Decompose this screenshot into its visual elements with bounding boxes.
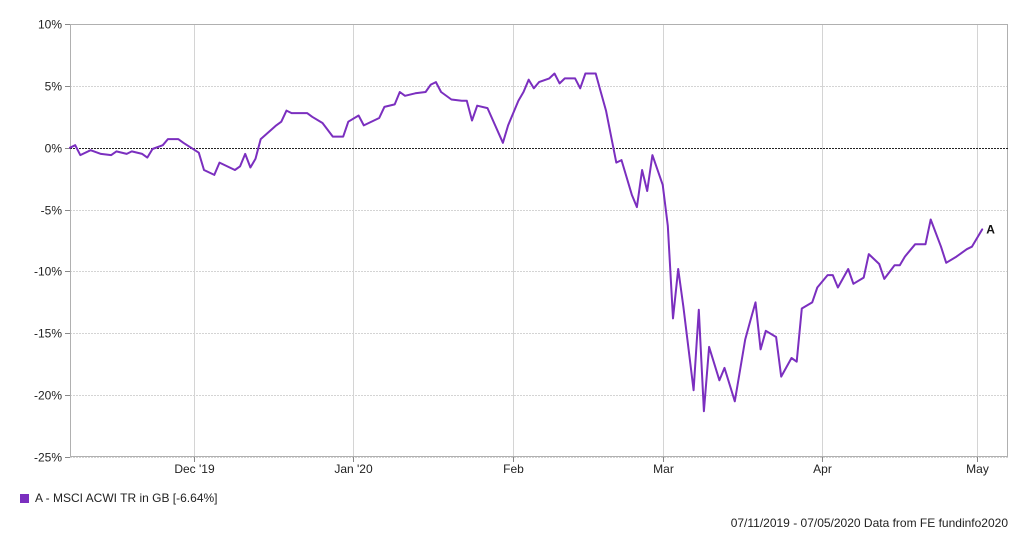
- x-tick-label: Feb: [503, 462, 524, 476]
- y-tick-label: -20%: [34, 389, 62, 403]
- y-tick-label: -15%: [34, 327, 62, 341]
- x-tick-label: Apr: [813, 462, 832, 476]
- series-end-label: A: [986, 222, 995, 236]
- legend-swatch: [20, 493, 29, 503]
- y-tick-label: -10%: [34, 265, 62, 279]
- y-tick-label: 0%: [45, 142, 63, 156]
- x-tick-label: Dec '19: [174, 462, 215, 476]
- axes: [65, 24, 1008, 462]
- tick-labels: 10% 5% 0% -5% -10% -15% -20% -25% Dec '19 Jan '20…: [34, 18, 995, 477]
- plot-frame: [70, 24, 1008, 457]
- y-tick-label: 5%: [45, 80, 63, 94]
- series-line: [69, 72, 984, 413]
- x-tick-label: Mar: [653, 462, 674, 476]
- series-layer: [69, 72, 984, 413]
- x-tick-label: Jan '20: [334, 462, 373, 476]
- y-tick-label: -5%: [41, 204, 63, 218]
- footer-source: 07/11/2019 - 07/05/2020 Data from FE fun…: [730, 516, 1008, 530]
- y-tick-label: 10%: [38, 18, 62, 32]
- x-tick-label: May: [966, 462, 989, 476]
- legend-label: A - MSCI ACWI TR in GB [-6.64%]: [35, 491, 218, 505]
- grid: [70, 24, 1008, 458]
- legend: A - MSCI ACWI TR in GB [-6.64%]: [20, 491, 218, 505]
- y-tick-label: -25%: [34, 451, 62, 465]
